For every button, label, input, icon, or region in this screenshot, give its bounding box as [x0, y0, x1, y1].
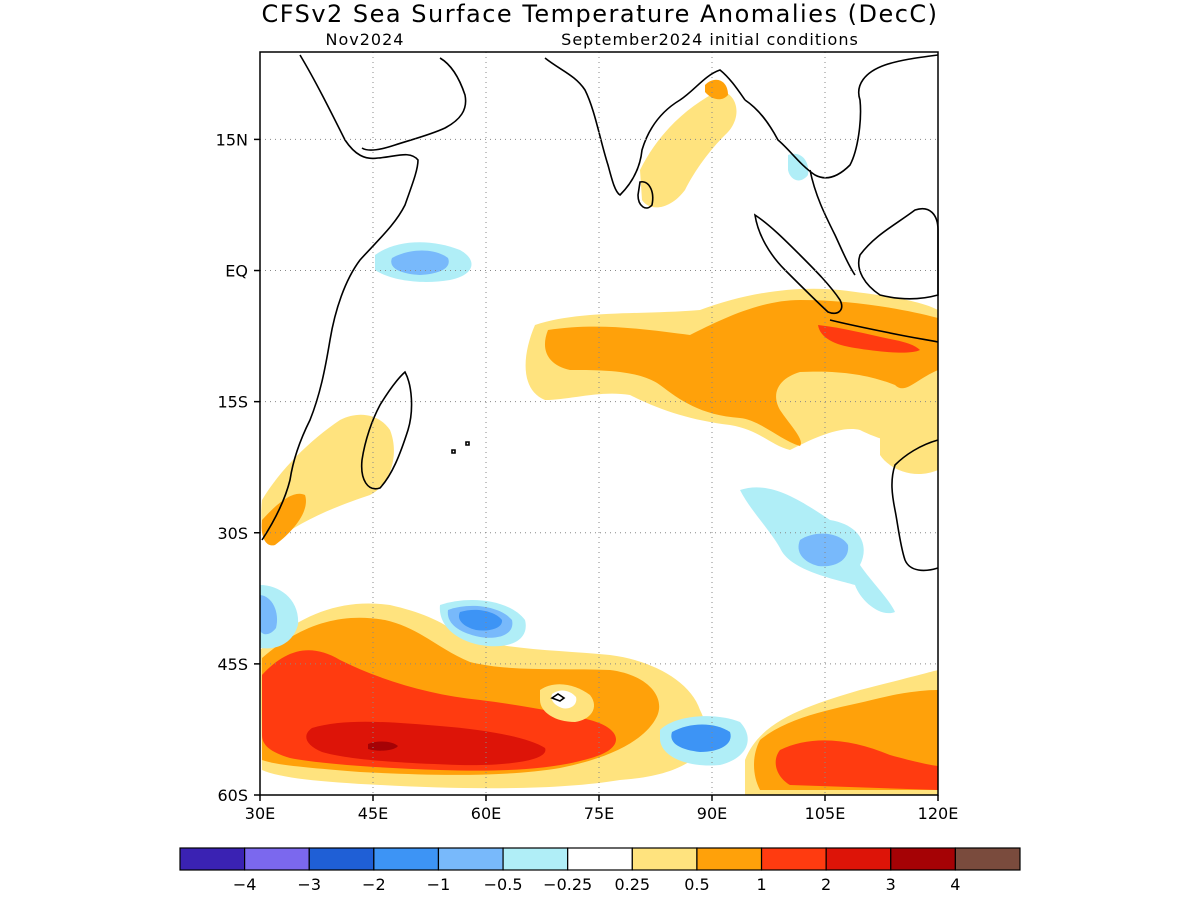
target-month-label: Nov2024 — [326, 30, 405, 49]
colorbar-label: −3 — [297, 875, 321, 894]
colorbar-label: 2 — [821, 875, 831, 894]
colorbar-swatch — [760, 847, 827, 871]
warm-region-arabian — [640, 90, 737, 208]
southeast-asia-coastline — [744, 54, 939, 179]
y-tick-label: 15N — [216, 130, 248, 149]
colorbar-swatch — [696, 847, 763, 871]
borneo-coastline — [858, 208, 939, 300]
madagascar-coastline — [360, 370, 413, 490]
colorbar-swatch — [244, 847, 310, 871]
colorbar-swatch — [567, 847, 633, 871]
y-tick-label: 60S — [217, 786, 248, 805]
warm-region-southeast-2 — [775, 740, 938, 790]
kerguelen-islands — [550, 693, 566, 702]
sri-lanka-coastline — [637, 181, 654, 209]
longitude-axis: 30E 45E 60E 75E 90E 105E 120E — [245, 795, 959, 823]
cool-region-equatorial-west-core — [391, 250, 449, 275]
y-tick-label: EQ — [225, 262, 248, 281]
x-tick-label: 120E — [918, 804, 959, 823]
colorbar-label: 1 — [756, 875, 766, 894]
sumatra-coastline — [753, 213, 843, 315]
cool-region-south-central-2 — [458, 609, 503, 631]
y-tick-label: 30S — [217, 524, 248, 543]
x-tick-label: 105E — [805, 804, 846, 823]
malay-peninsula-coastline — [809, 169, 856, 276]
java-coastline — [829, 319, 939, 343]
colorbar-swatch — [179, 847, 246, 871]
x-tick-label: 45E — [358, 804, 388, 823]
x-tick-label: 90E — [697, 804, 727, 823]
colorbar-label: −2 — [362, 875, 386, 894]
colorbar-label: 4 — [950, 875, 960, 894]
colorbar-swatch — [502, 847, 569, 871]
colorbar-swatch — [308, 847, 375, 871]
colorbar-swatch — [631, 847, 698, 871]
map-title: CFSv2 Sea Surface Temperature Anomalies … — [261, 0, 938, 28]
y-tick-label: 45S — [217, 655, 248, 674]
y-tick-label: 15S — [217, 393, 248, 412]
india-coastline — [544, 57, 746, 197]
colorbar-label: −0.25 — [543, 875, 592, 894]
colorbar-label: 3 — [886, 875, 896, 894]
initial-conditions-label: September2024 initial conditions — [561, 30, 859, 49]
coastlines — [261, 54, 939, 702]
colorbar-label: 0.5 — [684, 875, 709, 894]
colorbar-label: −4 — [233, 875, 257, 894]
colorbar-swatch — [890, 847, 956, 871]
sst-anomaly-fields — [260, 79, 938, 795]
colorbar-label: 0.25 — [614, 875, 650, 894]
colorbar-swatch — [825, 847, 892, 871]
cool-region-south-east-2-core — [798, 533, 849, 567]
warm-region-australia-west — [880, 411, 938, 475]
x-tick-label: 60E — [471, 804, 501, 823]
x-tick-label: 30E — [245, 804, 275, 823]
australia-coastline — [891, 439, 939, 572]
colorbar: −4 −3 −2 −1 −0.5 −0.25 0.25 0.5 1 2 3 4 — [179, 847, 1021, 894]
colorbar-label: −0.5 — [484, 875, 523, 894]
warm-region-mozambique-1 — [261, 493, 306, 546]
colorbar-label: −1 — [427, 875, 451, 894]
cool-region-andaman — [788, 153, 809, 181]
colorbar-swatch — [437, 847, 504, 871]
colorbar-swatch — [373, 847, 440, 871]
cool-region-far-southwest-core — [260, 595, 278, 635]
map-grid — [260, 52, 938, 795]
warm-region-tropical-2 — [818, 325, 920, 353]
mascarene-islands — [451, 441, 470, 454]
latitude-axis: 15N EQ 15S 30S 45S 60S — [216, 130, 260, 805]
africa-coastline — [261, 54, 419, 541]
warm-region-southwest-4 — [368, 741, 398, 751]
x-tick-label: 75E — [584, 804, 614, 823]
arabia-coastline — [361, 57, 467, 151]
cool-region-south-east-1-core — [671, 724, 731, 752]
colorbar-swatch — [954, 847, 1021, 871]
warm-region-bay-of-bengal — [705, 79, 728, 100]
